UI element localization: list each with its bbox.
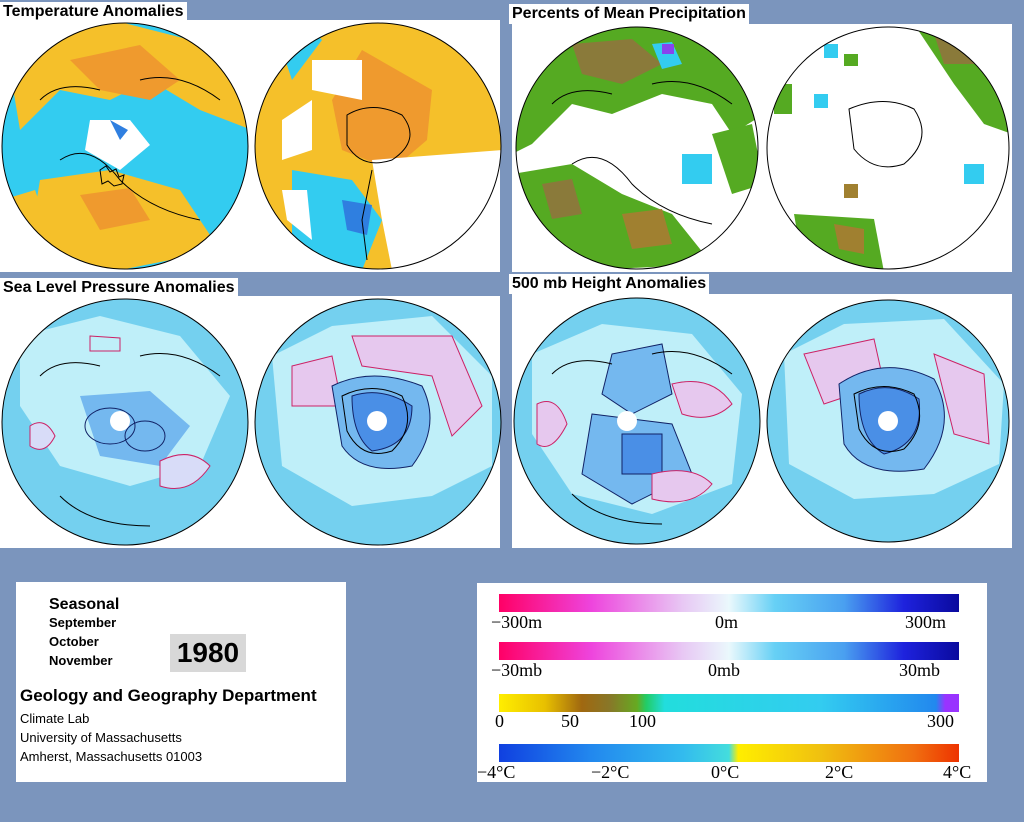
- precipitation-south-map: [766, 26, 1010, 270]
- lab-name: Climate Lab: [20, 711, 90, 726]
- precipitation-title: Percents of Mean Precipitation: [509, 4, 749, 24]
- color-legend: −300m 0m 300m −30mb 0mb 30mb 0 50 100 30…: [477, 583, 987, 782]
- pressure-title: Sea Level Pressure Anomalies: [0, 278, 238, 298]
- university-name: University of Massachusetts: [20, 730, 182, 745]
- temperature-scale-label: −2°C: [591, 762, 630, 782]
- precip-scale-label: 300: [927, 711, 954, 731]
- height-colorbar: [499, 594, 959, 612]
- temperature-north-map: [1, 22, 249, 270]
- pressure-colorbar: [499, 642, 959, 660]
- height-south-map: [766, 299, 1010, 543]
- precipitation-north-map: [515, 26, 759, 270]
- season-label: Seasonal: [49, 596, 120, 613]
- precip-scale-label: 100: [629, 711, 656, 731]
- month-label: November: [49, 653, 113, 668]
- temperature-south-map: [254, 22, 502, 270]
- pressure-north-map: [1, 298, 249, 546]
- department-name: Geology and Geography Department: [20, 686, 317, 705]
- pressure-scale-label: 0mb: [708, 660, 741, 680]
- height-title: 500 mb Height Anomalies: [509, 274, 710, 294]
- precip-scale-label: 0: [495, 711, 504, 731]
- temperature-scale-label: 0°C: [711, 762, 740, 782]
- pressure-scale-label: 30mb: [899, 660, 941, 680]
- month-label: September: [49, 615, 117, 630]
- year-badge: 1980: [170, 634, 246, 672]
- info-box: Seasonal September October November 1980…: [16, 582, 346, 782]
- address: Amherst, Massachusetts 01003: [20, 749, 203, 764]
- temperature-scale-label: −4°C: [477, 762, 516, 782]
- pressure-south-map: [254, 298, 502, 546]
- temperature-colorbar: [499, 744, 959, 762]
- temperature-scale-label: 2°C: [825, 762, 854, 782]
- height-scale-label: −300m: [491, 612, 543, 632]
- temperature-scale-label: 4°C: [943, 762, 972, 782]
- pressure-scale-label: −30mb: [491, 660, 543, 680]
- temperature-title: Temperature Anomalies: [0, 2, 187, 22]
- height-north-map: [513, 297, 761, 545]
- height-scale-label: 300m: [905, 612, 947, 632]
- precip-scale-label: 50: [561, 711, 579, 731]
- month-label: October: [49, 634, 99, 649]
- height-scale-label: 0m: [715, 612, 739, 632]
- precip-colorbar: [499, 694, 959, 712]
